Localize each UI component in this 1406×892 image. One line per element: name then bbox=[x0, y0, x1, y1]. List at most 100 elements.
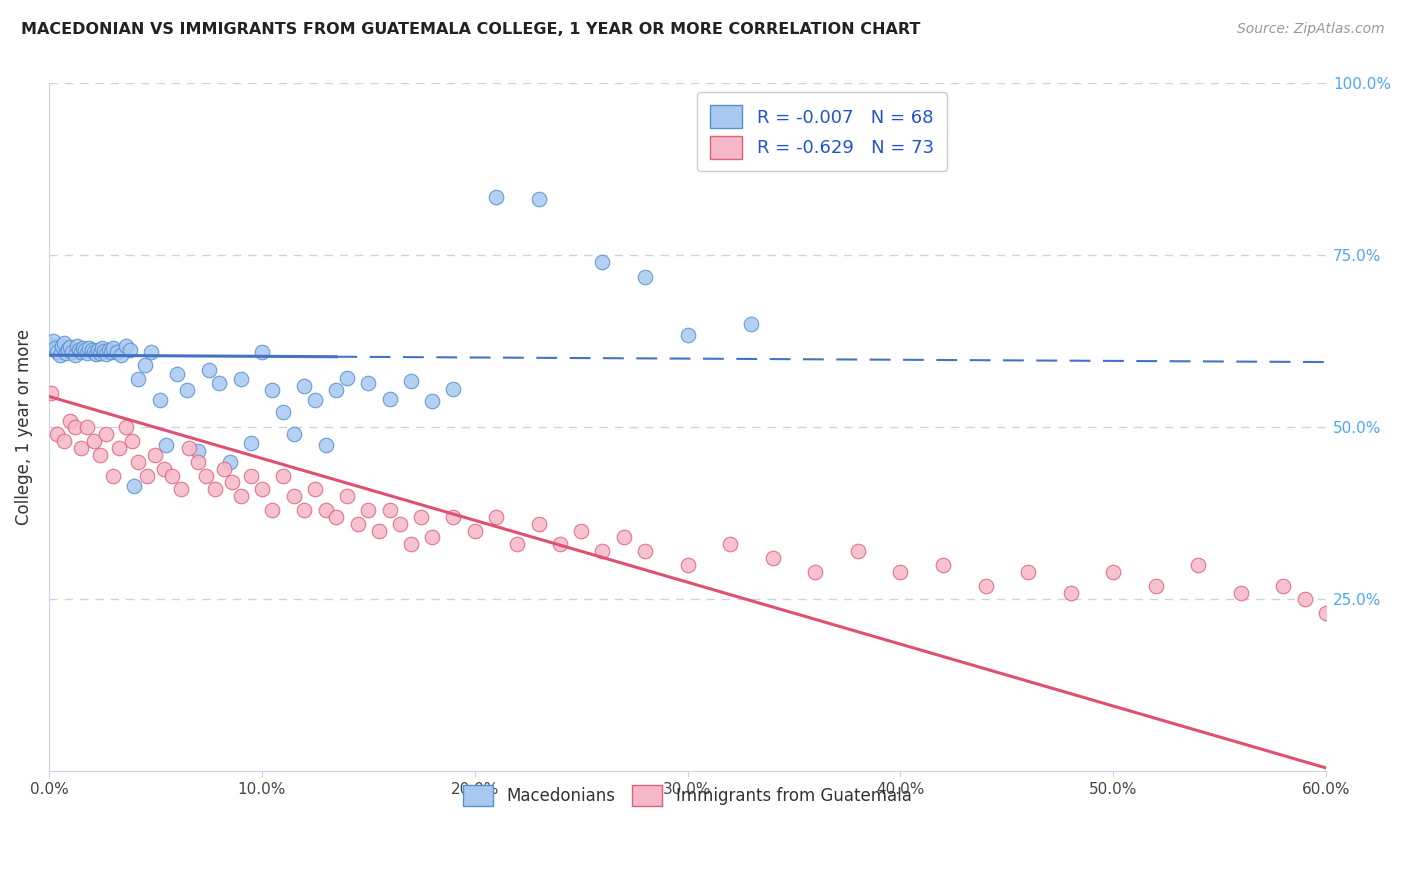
Point bbox=[292, 379, 315, 393]
Point bbox=[66, 339, 89, 353]
Point bbox=[97, 343, 120, 357]
Point bbox=[105, 344, 128, 359]
Point bbox=[204, 483, 226, 497]
Point bbox=[108, 441, 131, 455]
Point bbox=[740, 317, 762, 331]
Point bbox=[1272, 579, 1295, 593]
Point bbox=[55, 346, 77, 360]
Point bbox=[485, 190, 508, 204]
Point bbox=[80, 343, 103, 357]
Point bbox=[336, 489, 359, 503]
Point bbox=[283, 427, 305, 442]
Point bbox=[135, 468, 157, 483]
Y-axis label: College, 1 year or more: College, 1 year or more bbox=[15, 329, 32, 525]
Point bbox=[179, 441, 201, 455]
Point bbox=[315, 437, 337, 451]
Point bbox=[101, 468, 124, 483]
Point bbox=[59, 413, 82, 427]
Point bbox=[83, 344, 105, 359]
Point bbox=[591, 255, 613, 269]
Point bbox=[83, 434, 105, 449]
Point bbox=[162, 468, 184, 483]
Point bbox=[420, 531, 443, 545]
Point bbox=[974, 579, 997, 593]
Point bbox=[591, 544, 613, 558]
Point bbox=[93, 344, 115, 359]
Point bbox=[569, 524, 592, 538]
Point bbox=[506, 537, 529, 551]
Point bbox=[134, 359, 156, 373]
Legend: Macedonians, Immigrants from Guatemala: Macedonians, Immigrants from Guatemala bbox=[456, 777, 920, 814]
Point bbox=[464, 524, 486, 538]
Point bbox=[889, 565, 911, 579]
Point bbox=[304, 483, 326, 497]
Point bbox=[399, 374, 422, 388]
Point bbox=[378, 503, 401, 517]
Point bbox=[304, 392, 326, 407]
Text: MACEDONIAN VS IMMIGRANTS FROM GUATEMALA COLLEGE, 1 YEAR OR MORE CORRELATION CHAR: MACEDONIAN VS IMMIGRANTS FROM GUATEMALA … bbox=[21, 22, 921, 37]
Point bbox=[155, 437, 177, 451]
Point bbox=[46, 427, 69, 442]
Point bbox=[127, 372, 149, 386]
Point bbox=[187, 444, 209, 458]
Point bbox=[411, 509, 433, 524]
Text: Source: ZipAtlas.com: Source: ZipAtlas.com bbox=[1237, 22, 1385, 37]
Point bbox=[250, 344, 273, 359]
Point bbox=[219, 455, 242, 469]
Point bbox=[75, 343, 97, 358]
Point bbox=[346, 516, 368, 531]
Point bbox=[44, 341, 66, 355]
Point bbox=[96, 427, 118, 442]
Point bbox=[325, 383, 347, 397]
Point bbox=[76, 346, 98, 360]
Point bbox=[527, 192, 550, 206]
Point bbox=[118, 343, 141, 358]
Point bbox=[1102, 565, 1125, 579]
Point bbox=[932, 558, 955, 572]
Point bbox=[378, 392, 401, 406]
Point bbox=[51, 339, 73, 353]
Point bbox=[122, 479, 145, 493]
Point bbox=[262, 503, 284, 517]
Point bbox=[221, 475, 243, 490]
Point bbox=[208, 376, 231, 390]
Point bbox=[240, 435, 263, 450]
Point bbox=[1294, 592, 1316, 607]
Point bbox=[399, 537, 422, 551]
Point bbox=[212, 461, 235, 475]
Point bbox=[762, 551, 785, 566]
Point bbox=[114, 420, 136, 434]
Point bbox=[166, 368, 188, 382]
Point bbox=[292, 503, 315, 517]
Point bbox=[76, 420, 98, 434]
Point bbox=[70, 441, 93, 455]
Point bbox=[1059, 585, 1081, 599]
Point bbox=[441, 509, 464, 524]
Point bbox=[176, 383, 198, 397]
Point bbox=[60, 344, 83, 359]
Point bbox=[89, 346, 111, 360]
Point bbox=[84, 347, 107, 361]
Point bbox=[1230, 585, 1253, 599]
Point bbox=[357, 376, 380, 390]
Point bbox=[271, 468, 294, 483]
Point bbox=[127, 455, 149, 469]
Point bbox=[846, 544, 869, 558]
Point bbox=[52, 336, 75, 351]
Point bbox=[101, 341, 124, 355]
Point bbox=[485, 509, 508, 524]
Point bbox=[315, 503, 337, 517]
Point bbox=[114, 339, 136, 353]
Point bbox=[63, 420, 86, 434]
Point bbox=[39, 338, 62, 352]
Point bbox=[91, 341, 114, 355]
Point bbox=[283, 489, 305, 503]
Point bbox=[149, 392, 172, 407]
Point bbox=[676, 327, 699, 342]
Point bbox=[52, 434, 75, 449]
Point bbox=[59, 340, 82, 354]
Point bbox=[56, 342, 79, 356]
Point bbox=[527, 516, 550, 531]
Point bbox=[613, 531, 636, 545]
Point bbox=[229, 372, 252, 386]
